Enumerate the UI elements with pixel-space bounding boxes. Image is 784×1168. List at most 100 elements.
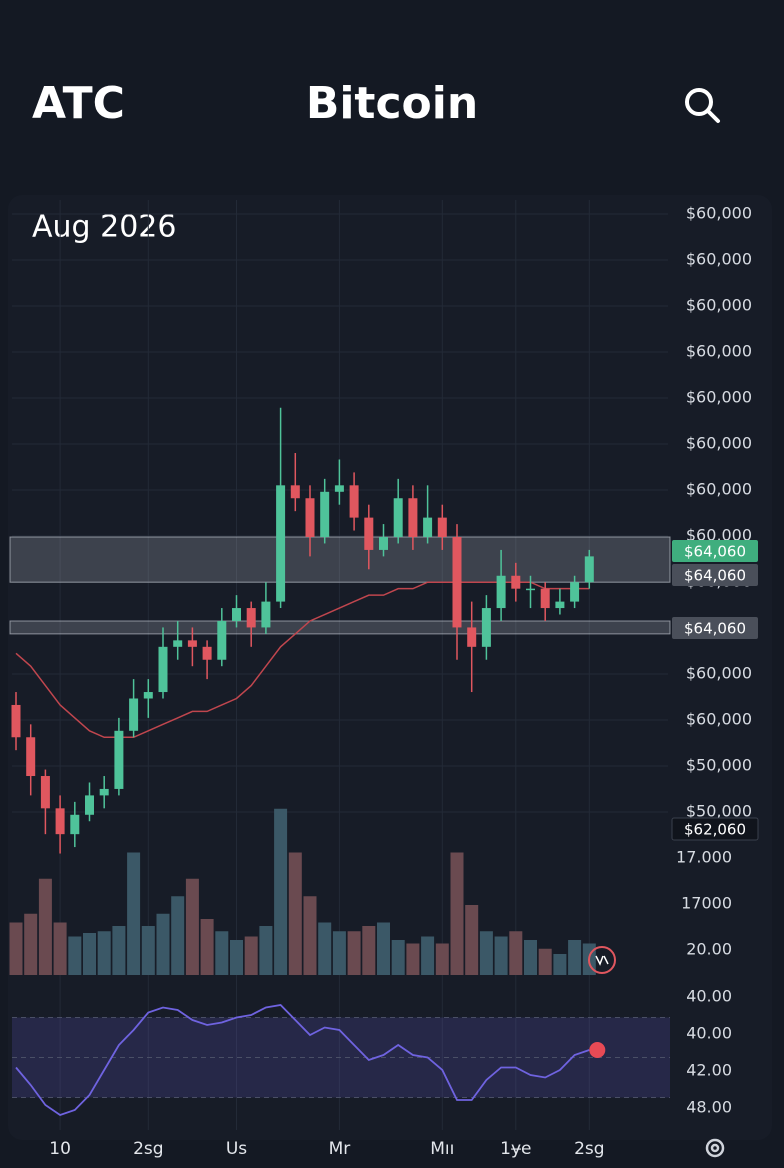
rsi-axis-label: 42.00: [686, 1061, 732, 1080]
volume-bar: [553, 954, 567, 975]
page-title[interactable]: Bitcoin: [306, 78, 478, 129]
search-button[interactable]: [685, 88, 720, 123]
price-badge: [672, 564, 758, 586]
volume-bar: [112, 926, 126, 975]
candle-body: [246, 608, 256, 628]
x-tick-label: 2sg: [574, 1139, 604, 1159]
volume-bar: [303, 896, 317, 975]
price-zone: [9, 620, 671, 635]
volume-bar: [83, 933, 96, 975]
chart-subtitle: Aug 2026: [32, 210, 176, 245]
price-badge-label: $64,060: [684, 567, 746, 585]
price-axis-label: $60,000: [686, 388, 752, 407]
volume-bar: [9, 922, 23, 975]
price-badge: [672, 617, 758, 639]
x-tick-label: 1ɏe: [500, 1139, 531, 1159]
volume-bar: [509, 931, 523, 975]
volume-bar: [391, 940, 405, 975]
volume-bar: [97, 931, 111, 975]
volume-axis-label: 17.000: [676, 848, 732, 867]
candle-body: [349, 485, 359, 518]
x-tick-label: Mr: [329, 1139, 351, 1159]
settings-button[interactable]: [705, 1138, 725, 1158]
price-badge: [671, 817, 759, 841]
candle-body: [496, 575, 506, 609]
candle-body: [290, 485, 300, 499]
volume-bar: [68, 936, 82, 975]
candle-body: [437, 517, 447, 537]
price-zone: [9, 536, 671, 583]
volume-bar: [318, 922, 332, 975]
price-axis-label: $60,000: [686, 204, 752, 223]
candle-body: [70, 814, 80, 835]
candle-body: [364, 517, 374, 550]
candle-body: [40, 776, 50, 809]
volume-axis-label: 20.00: [686, 940, 732, 959]
volume-bar: [259, 926, 273, 975]
candle-body: [217, 620, 227, 660]
price-axis-label: $50,000: [686, 756, 752, 775]
volume-bar: [141, 926, 155, 975]
volume-bar: [568, 940, 582, 975]
volume-bar: [347, 931, 361, 975]
candle-body: [570, 582, 580, 602]
volume-bar: [362, 926, 376, 975]
price-badge-label: $64,060: [684, 543, 746, 561]
candle-body: [173, 640, 183, 647]
x-tick-label: Mıı: [430, 1139, 454, 1159]
candle-body: [467, 627, 477, 647]
x-tick-label: Us: [226, 1139, 247, 1159]
candle-body: [423, 517, 433, 537]
volume-bar: [38, 878, 52, 975]
volume-bar: [215, 931, 229, 975]
candle-body: [379, 537, 388, 550]
candle-body: [85, 795, 94, 815]
chart: $60,000 $60,000 $60,000 $60,000 $60,000 $60,0…: [9, 200, 759, 1159]
candle-body: [408, 498, 418, 537]
volume-bar: [332, 931, 346, 975]
candle-body: [555, 601, 565, 609]
volume-bar: [230, 940, 243, 975]
x-tick-label: 10: [49, 1139, 71, 1159]
price-axis-label: $60,000: [686, 480, 752, 499]
candle-body: [55, 808, 65, 835]
candle-body: [11, 704, 21, 738]
candle-body: [187, 640, 197, 647]
rsi-line: [15, 1004, 590, 1116]
candle-body: [452, 537, 462, 628]
volume-bar: [185, 878, 199, 975]
candle-body: [158, 646, 168, 693]
volume-bar: [156, 913, 170, 975]
volume-bar: [465, 905, 479, 975]
volume-axis-label: 17000: [681, 894, 732, 913]
volume-bar: [435, 943, 449, 975]
price-badge-label: $62,060: [684, 821, 746, 839]
candle-body: [129, 698, 139, 731]
rsi-axis-label: 40.00: [686, 1024, 732, 1043]
app-label: ATC: [32, 78, 125, 129]
candle-body: [143, 692, 153, 699]
volume-bar: [53, 922, 67, 975]
price-axis-label: $60,000: [686, 526, 752, 545]
volume-bar: [244, 936, 258, 975]
volume-bar: [450, 852, 464, 975]
candle-body: [526, 588, 535, 591]
price-axis-label: $60,000: [686, 434, 752, 453]
volume-bar: [538, 948, 552, 975]
price-axis-label: $60,000: [686, 342, 752, 361]
volume-bar: [524, 940, 537, 975]
volume-bar: [406, 943, 420, 975]
volume-bar: [274, 808, 288, 975]
chart-panel: [8, 195, 772, 1140]
volume-bar: [288, 852, 302, 975]
volume-bar: [200, 919, 214, 975]
candle-body: [261, 601, 271, 628]
volume-bar: [171, 896, 185, 975]
candle-body: [114, 730, 124, 789]
candle-body: [26, 737, 36, 777]
price-axis-label: $60,000: [686, 664, 752, 683]
price-axis-label: $50,000: [686, 802, 752, 821]
rsi-current-dot: [589, 1042, 606, 1058]
